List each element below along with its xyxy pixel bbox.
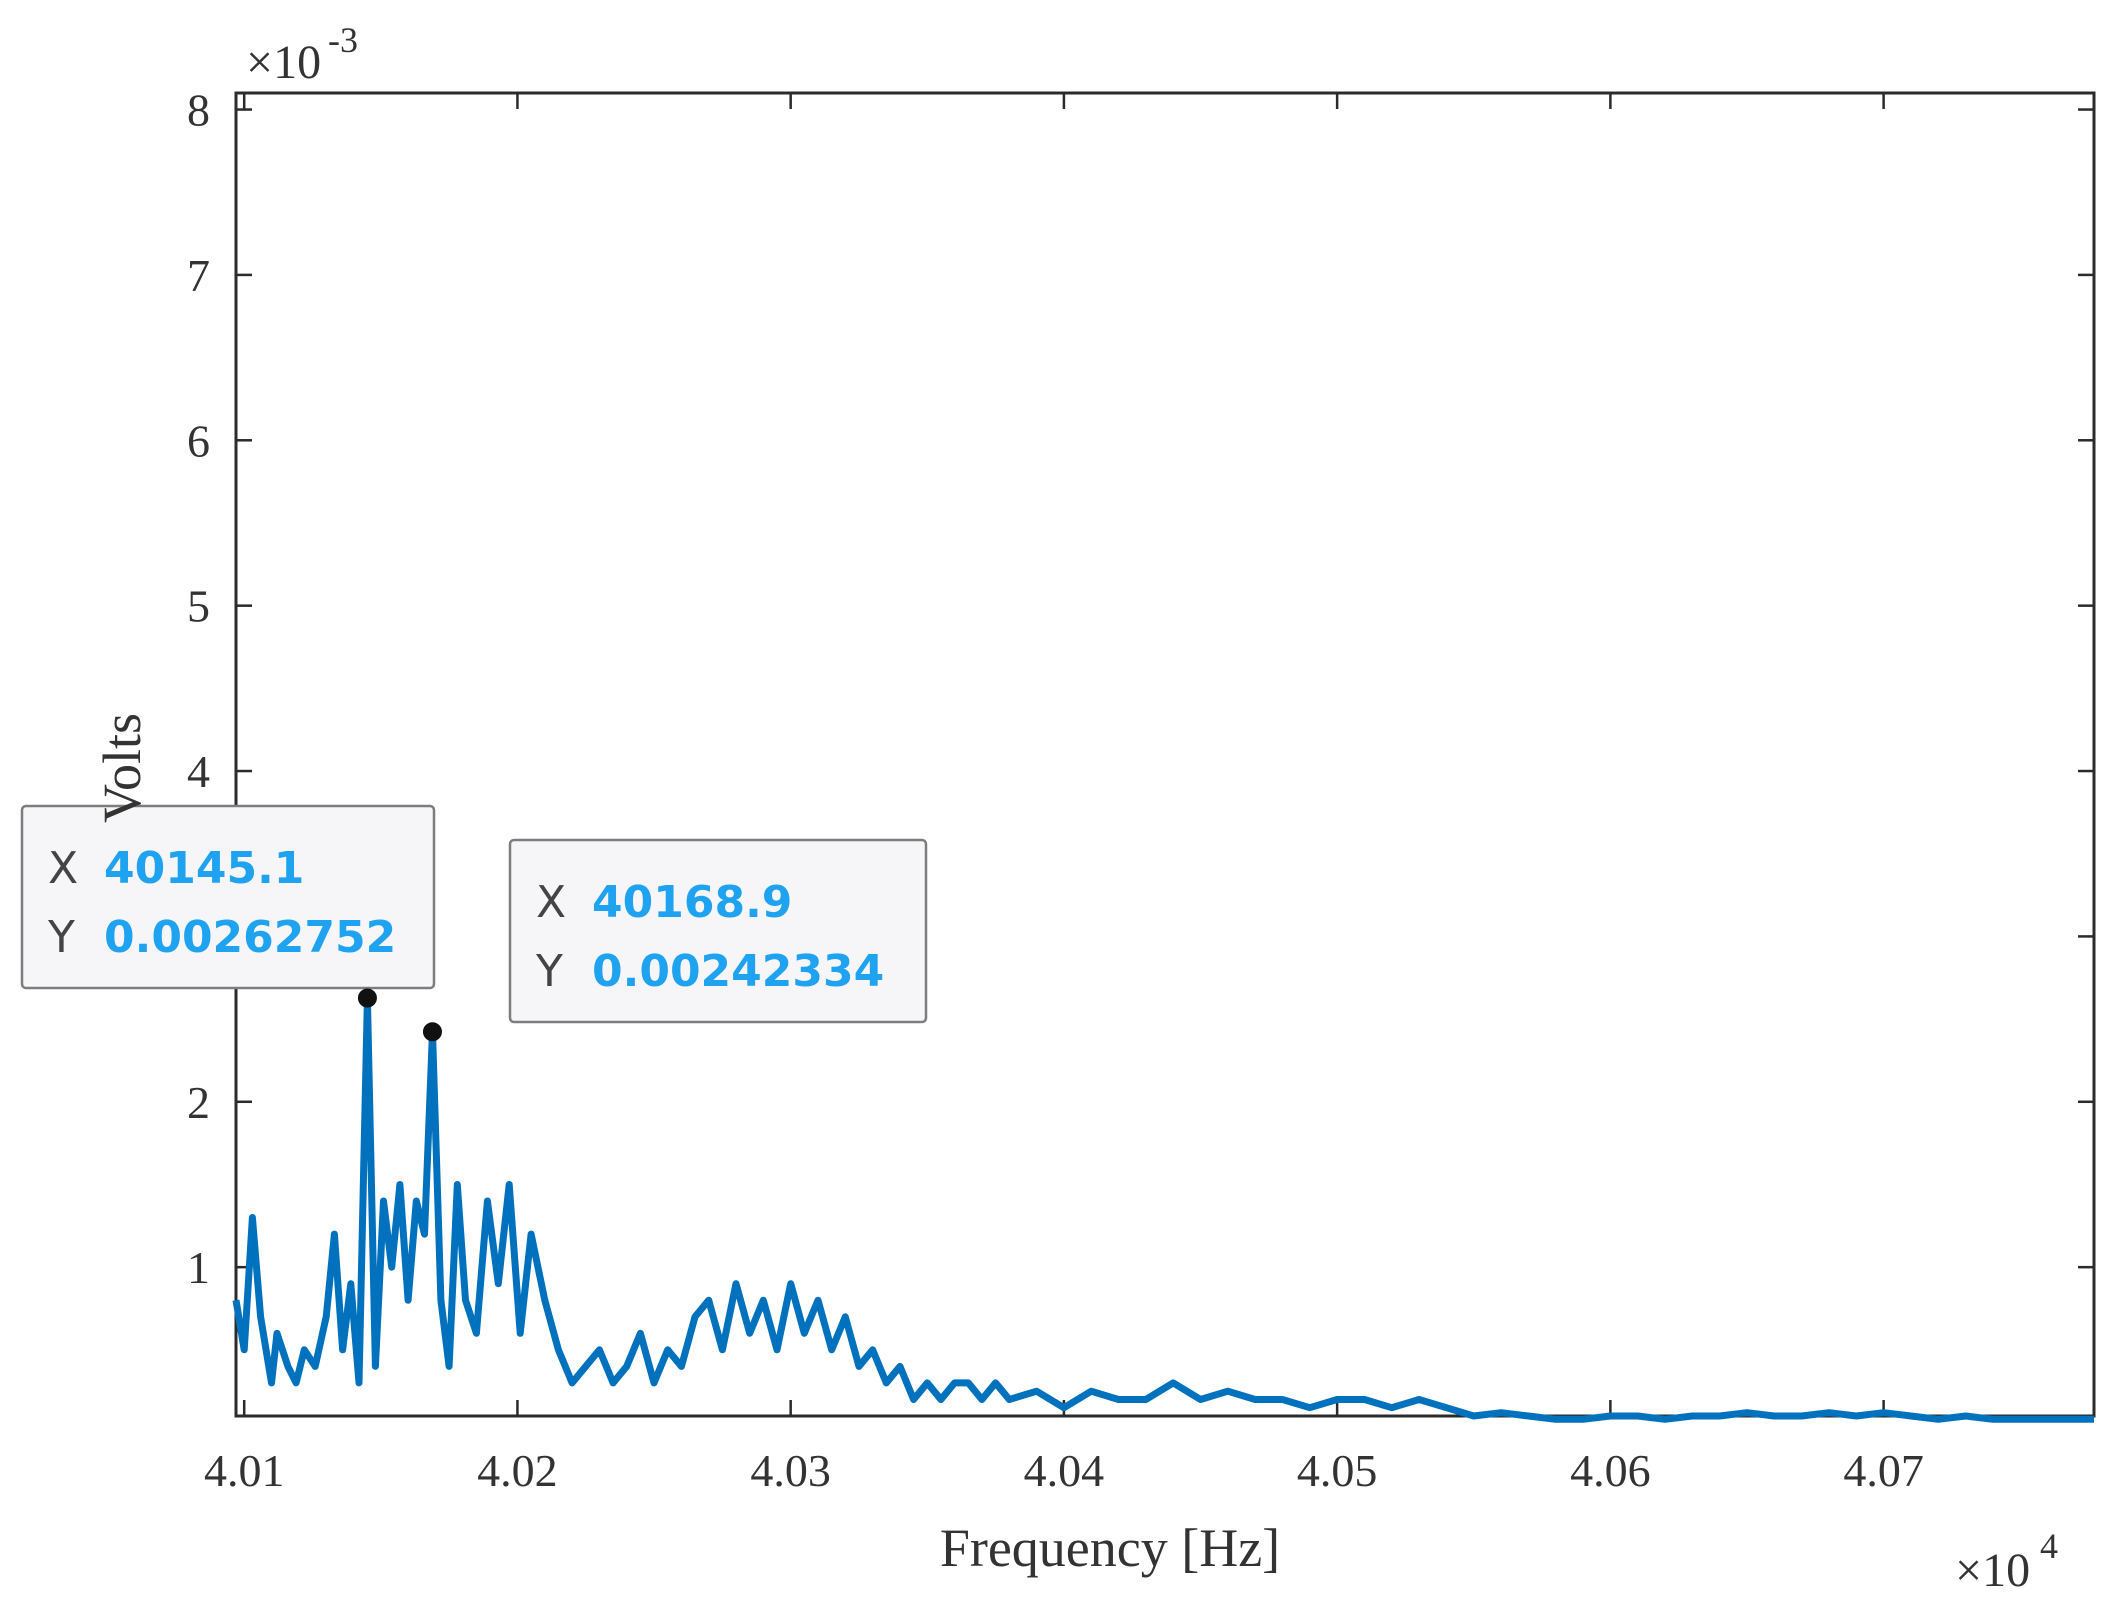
x-tick-label: 4.04 bbox=[1024, 1445, 1105, 1496]
datatip-y-value: 0.00262752 bbox=[104, 912, 396, 963]
datatip-box bbox=[20, 804, 436, 990]
x-tick-label: 4.02 bbox=[477, 1445, 558, 1496]
x-tick-label: 4.01 bbox=[204, 1445, 285, 1496]
datatip-box bbox=[508, 838, 928, 1024]
y-tick-label: 4 bbox=[187, 746, 210, 797]
y-tick-label: 5 bbox=[187, 581, 210, 632]
datatip-x-key: X bbox=[536, 877, 566, 928]
x-tick-label: 4.06 bbox=[1570, 1445, 1651, 1496]
y-tick-label: 8 bbox=[187, 85, 210, 136]
datatip-y-value: 0.00242334 bbox=[592, 946, 884, 997]
datatip-x-value: 40145.1 bbox=[104, 843, 304, 894]
x-multiplier: ×10 4 bbox=[1955, 1526, 2058, 1597]
y-tick-label: 2 bbox=[187, 1077, 210, 1128]
y-multiplier-exponent: -3 bbox=[328, 20, 358, 60]
x-axis-ticks: 4.01 4.02 4.03 4.04 4.05 4.06 4.07 bbox=[204, 93, 1924, 1496]
datatip-y-key: Y bbox=[535, 946, 563, 997]
y-multiplier-base: ×10 bbox=[246, 36, 321, 89]
series-line bbox=[232, 994, 2094, 1423]
x-tick-label: 4.07 bbox=[1843, 1445, 1924, 1496]
x-multiplier-base: ×10 bbox=[1955, 1544, 2030, 1597]
datatip-x-key: X bbox=[48, 843, 78, 894]
axes-box bbox=[234, 91, 2096, 1418]
plot-area: 4.014.024.034.044.054.064.07 12345678 X4… bbox=[20, 85, 2096, 1496]
x-multiplier-exponent: 4 bbox=[2040, 1526, 2058, 1566]
y-tick-label: 6 bbox=[187, 415, 210, 466]
datatip[interactable]: X 40168.9 Y 0.00242334 bbox=[422, 838, 928, 1042]
y-tick-label: 7 bbox=[187, 250, 210, 301]
datatip[interactable]: X 40145.1 Y 0.00262752 bbox=[20, 804, 436, 1008]
y-tick-label: 1 bbox=[187, 1242, 210, 1293]
x-tick-label: 4.05 bbox=[1297, 1445, 1378, 1496]
datatip-marker[interactable] bbox=[357, 988, 377, 1008]
datatip-x-value: 40168.9 bbox=[592, 877, 792, 928]
y-multiplier: ×10 -3 bbox=[246, 20, 358, 89]
x-tick-label: 4.03 bbox=[750, 1445, 831, 1496]
y-axis-label: Volts bbox=[92, 713, 152, 823]
datatips[interactable]: X 40145.1 Y 0.00262752 X 40168.9 Y 0.00242334 bbox=[20, 804, 928, 1042]
datatip-marker[interactable] bbox=[422, 1022, 442, 1042]
x-axis-label: Frequency [Hz] bbox=[940, 1518, 1280, 1578]
datatip-y-key: Y bbox=[47, 912, 75, 963]
